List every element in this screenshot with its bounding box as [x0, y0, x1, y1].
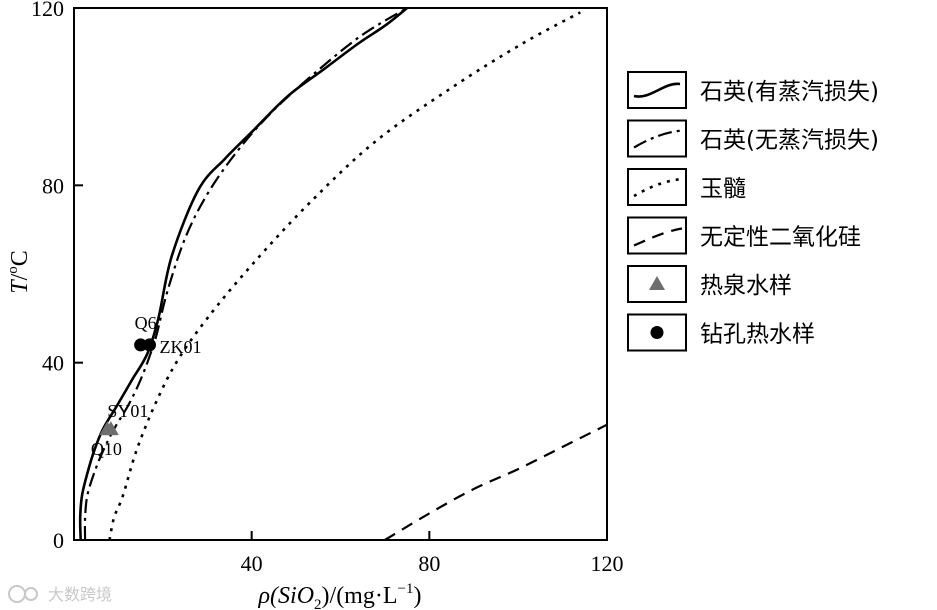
x-axis-title: ρ(SiO2)/(mg·L−1): [258, 581, 422, 610]
data-point-label: ZK01: [160, 337, 202, 357]
plot-frame: [73, 7, 608, 541]
watermark-text: 大数跨境: [48, 585, 112, 604]
y-tick-label: 0: [53, 528, 64, 553]
data-point-label: Q10: [91, 439, 122, 459]
data-point-triangle: [102, 421, 119, 436]
legend-swatch-box: [627, 71, 687, 109]
data-point-circle: [134, 338, 148, 352]
legend-marker-circle: [650, 326, 664, 339]
x-tick-label: 120: [591, 551, 624, 576]
legend-line-sample: [633, 129, 683, 149]
data-point-label: Q6: [135, 313, 157, 333]
series-line-4: [384, 423, 608, 541]
legend-label: 钻孔热水样: [700, 322, 815, 348]
legend-label: 玉髓: [700, 176, 746, 202]
series-line-3: [108, 11, 581, 541]
legend-swatch-box: [627, 265, 687, 303]
series-line-2: [83, 7, 408, 541]
y-tick-label: 120: [31, 0, 64, 21]
y-axis-title: T/oC: [5, 250, 33, 294]
data-point-label: SY01: [107, 401, 148, 421]
legend-swatch-box: [627, 168, 687, 206]
legend-swatch-box: [627, 313, 687, 352]
legend-marker-triangle: [649, 276, 665, 290]
legend-line-sample: [633, 227, 683, 247]
legend-swatch-box: [627, 216, 687, 255]
data-point-circle: [143, 338, 157, 352]
watermark-logo-icon: [8, 585, 38, 603]
legend-swatch-box: [627, 119, 687, 158]
y-tick-label: 80: [42, 173, 64, 198]
series-line-1: [78, 6, 408, 541]
legend-label: 热泉水样: [700, 273, 792, 299]
x-tick-label: 80: [418, 551, 440, 576]
y-tick-label: 40: [42, 351, 64, 376]
legend-label: 石英(有蒸汽损失): [700, 79, 879, 105]
legend-label: 无定性二氧化硅: [700, 225, 861, 251]
legend-line-sample: [633, 177, 683, 198]
x-tick-label: 40: [241, 551, 263, 576]
legend-line-sample: [633, 82, 681, 98]
legend-label: 石英(无蒸汽损失): [700, 128, 879, 154]
